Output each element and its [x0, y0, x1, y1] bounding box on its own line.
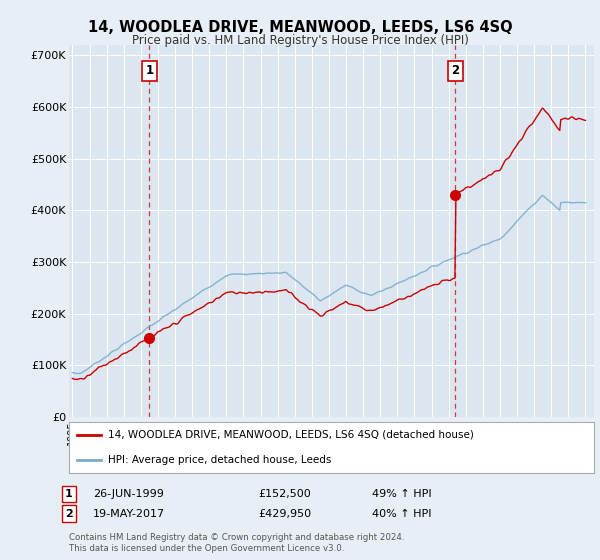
Text: 26-JUN-1999: 26-JUN-1999	[93, 489, 164, 499]
Text: 1: 1	[65, 489, 73, 499]
Text: 2: 2	[451, 64, 460, 77]
Text: Price paid vs. HM Land Registry's House Price Index (HPI): Price paid vs. HM Land Registry's House …	[131, 34, 469, 46]
Text: 49% ↑ HPI: 49% ↑ HPI	[372, 489, 431, 499]
Text: £429,950: £429,950	[258, 508, 311, 519]
Text: 2: 2	[65, 508, 73, 519]
Text: £152,500: £152,500	[258, 489, 311, 499]
Text: 40% ↑ HPI: 40% ↑ HPI	[372, 508, 431, 519]
Text: 14, WOODLEA DRIVE, MEANWOOD, LEEDS, LS6 4SQ (detached house): 14, WOODLEA DRIVE, MEANWOOD, LEEDS, LS6 …	[109, 430, 474, 440]
Text: Contains HM Land Registry data © Crown copyright and database right 2024.
This d: Contains HM Land Registry data © Crown c…	[69, 533, 404, 553]
Text: 14, WOODLEA DRIVE, MEANWOOD, LEEDS, LS6 4SQ: 14, WOODLEA DRIVE, MEANWOOD, LEEDS, LS6 …	[88, 20, 512, 35]
Text: 19-MAY-2017: 19-MAY-2017	[93, 508, 165, 519]
Text: 1: 1	[145, 64, 154, 77]
Text: HPI: Average price, detached house, Leeds: HPI: Average price, detached house, Leed…	[109, 455, 332, 465]
